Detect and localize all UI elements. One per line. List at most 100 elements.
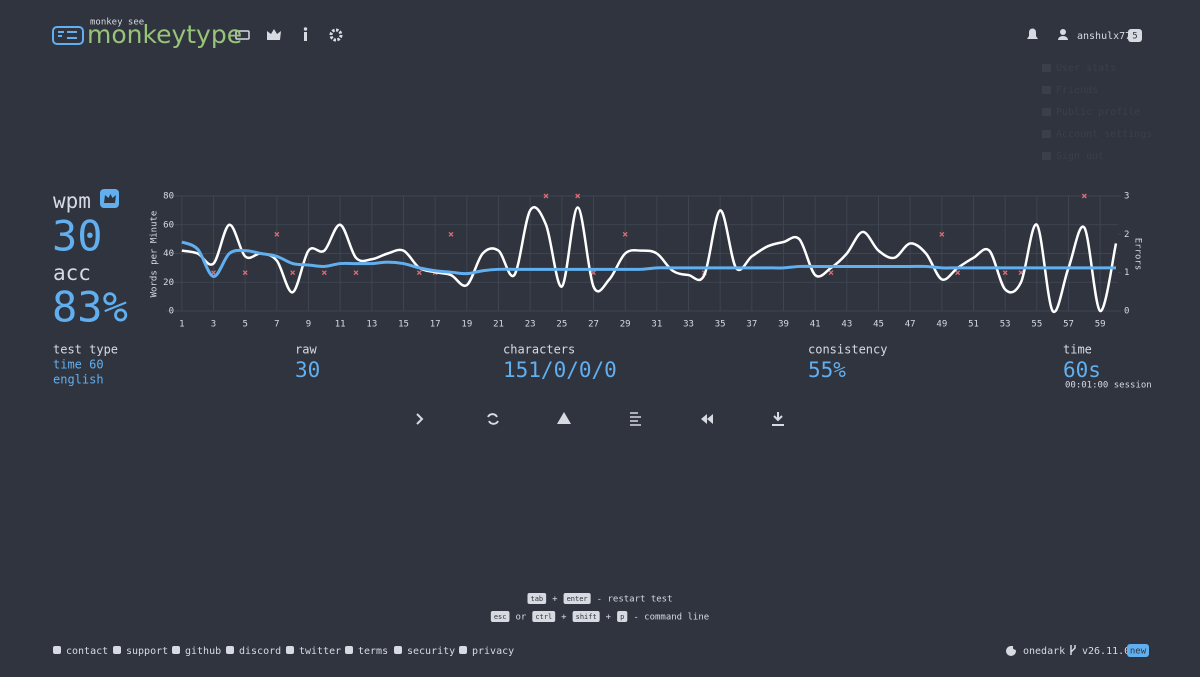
y-tick-label: 80 <box>163 192 174 202</box>
footer-icon <box>113 646 121 654</box>
y2-tick-label: 3 <box>1124 192 1129 202</box>
account-menu <box>1034 55 1148 170</box>
x-tick-label: 29 <box>620 320 631 330</box>
error-mark <box>828 270 834 276</box>
x-tick-label: 23 <box>525 320 536 330</box>
level: 5 <box>1132 32 1137 42</box>
keyboard-icon[interactable] <box>235 30 250 40</box>
y-tick-label: 40 <box>163 249 174 259</box>
menu-item-icon <box>1042 130 1051 138</box>
key-label: tab <box>530 595 543 603</box>
logo-icon[interactable] <box>52 26 84 45</box>
retry-button[interactable] <box>487 413 499 425</box>
hint-text: - restart test <box>597 595 673 605</box>
error-mark <box>622 231 628 237</box>
wpm-label: wpm <box>53 189 91 213</box>
y-tick-label: 0 <box>169 307 174 317</box>
menu-item-icon <box>1042 108 1051 116</box>
key-cap <box>490 611 510 622</box>
hint-line: tab + enter - restart test <box>527 593 673 605</box>
replay-button[interactable] <box>701 414 713 424</box>
x-tick-label: 25 <box>556 320 567 330</box>
error-mark <box>353 270 359 276</box>
info-icon[interactable] <box>304 32 307 41</box>
time-label: time <box>1063 343 1092 357</box>
y2-tick-label: 0 <box>1124 307 1129 317</box>
footer-link[interactable]: security <box>407 646 455 657</box>
key-cap <box>563 593 591 604</box>
x-tick-label: 13 <box>366 320 377 330</box>
account-menu-item[interactable]: User stats <box>1056 63 1116 74</box>
x-tick-label: 47 <box>905 320 916 330</box>
x-tick-label: 11 <box>335 320 346 330</box>
account-menu-item[interactable]: Friends <box>1056 85 1098 96</box>
next-test-button[interactable] <box>416 413 424 425</box>
error-mark <box>321 270 327 276</box>
footer-icon <box>286 646 294 654</box>
words-history-button[interactable] <box>630 412 641 426</box>
settings-icon[interactable] <box>329 28 343 42</box>
menu-item-icon <box>1042 64 1051 72</box>
hint-text: + <box>552 595 558 605</box>
error-mark <box>1002 270 1008 276</box>
x-tick-label: 43 <box>841 320 852 330</box>
x-tick-label: 3 <box>211 320 216 330</box>
characters-label: characters <box>503 343 575 357</box>
x-tick-label: 19 <box>461 320 472 330</box>
key-cap <box>532 611 556 622</box>
account-menu-item[interactable]: Public profile <box>1056 107 1140 118</box>
version[interactable]: v26.11.0 <box>1082 646 1130 657</box>
series-line <box>181 206 1118 314</box>
username[interactable]: anshulx77 <box>1077 31 1131 42</box>
y2-axis-title: Errors <box>1133 238 1143 271</box>
x-tick-label: 59 <box>1095 320 1106 330</box>
user-icon-body <box>1058 36 1068 40</box>
pb-crown <box>104 194 116 203</box>
test-type: english <box>53 373 104 387</box>
x-tick-label: 17 <box>430 320 441 330</box>
footer-link[interactable]: twitter <box>299 646 341 657</box>
account-menu-item[interactable]: Account settings <box>1056 129 1152 140</box>
footer-link[interactable]: contact <box>66 646 108 657</box>
account-menu-item[interactable]: Sign out <box>1056 151 1104 162</box>
error-mark <box>591 270 596 276</box>
x-tick-label: 53 <box>1000 320 1011 330</box>
test-type: time 60 <box>53 358 104 372</box>
footer-link[interactable]: terms <box>358 646 388 657</box>
y-tick-label: 20 <box>163 278 174 288</box>
y2-tick-label: 1 <box>1124 268 1129 278</box>
acc-value: 83% <box>52 283 128 332</box>
characters-value: 151/0/0/0 <box>503 358 617 382</box>
user-icon[interactable] <box>1060 29 1066 35</box>
x-tick-label: 9 <box>306 320 311 330</box>
error-mark <box>448 231 454 237</box>
footer-link[interactable]: support <box>126 646 168 657</box>
footer-icon <box>53 646 61 654</box>
key-label: p <box>620 613 624 621</box>
new-badge <box>1127 644 1149 657</box>
key-label: ctrl <box>535 613 552 621</box>
session-time: 00:01:00 session <box>1065 381 1152 391</box>
footer-icon <box>226 646 234 654</box>
error-mark <box>290 270 296 276</box>
footer-icon <box>345 646 353 654</box>
report-button[interactable] <box>557 412 571 424</box>
footer-link[interactable]: github <box>185 646 221 657</box>
version-icon <box>1070 645 1076 655</box>
wpm-value: 30 <box>52 212 103 261</box>
key-cap <box>572 611 600 622</box>
x-tick-label: 35 <box>715 320 726 330</box>
logo-text[interactable]: monkeytype <box>87 20 242 49</box>
crown-icon[interactable] <box>267 29 281 40</box>
y-axis-title: Words per Minute <box>150 211 160 298</box>
level-badge <box>1128 29 1142 42</box>
bell-icon[interactable] <box>1027 28 1038 39</box>
footer-link[interactable]: discord <box>239 646 281 657</box>
save-screenshot-button[interactable] <box>772 412 784 426</box>
theme-name[interactable]: onedark <box>1023 646 1065 657</box>
error-mark <box>416 270 422 276</box>
acc-label: acc <box>53 261 91 285</box>
error-mark <box>939 231 945 237</box>
footer-link[interactable]: privacy <box>472 646 514 657</box>
